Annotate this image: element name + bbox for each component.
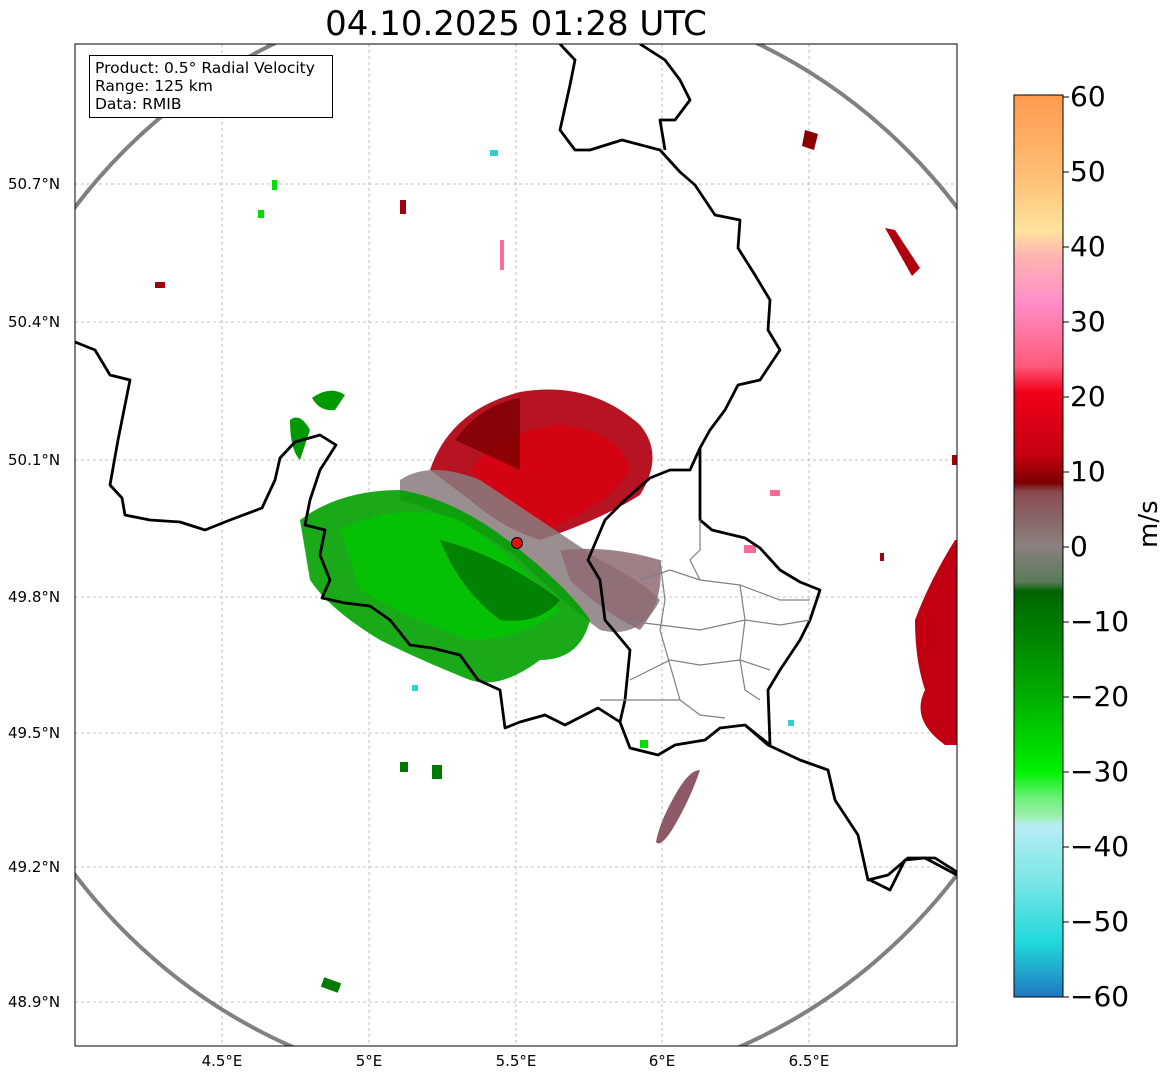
colorbar [1013, 94, 1064, 998]
info-range: Range: 125 km [95, 77, 213, 95]
radar-site-marker [511, 537, 523, 549]
colorbar-tick: −20 [1070, 680, 1130, 713]
colorbar-tick: 0 [1070, 530, 1088, 563]
lat-tick-label: 49.8°N [8, 588, 61, 606]
lon-tick-label: 5.5°E [495, 1052, 537, 1070]
colorbar-tick: −10 [1070, 605, 1130, 638]
colorbar-tick: −60 [1070, 980, 1130, 1013]
country-borders [75, 44, 957, 892]
colorbar-tick: 10 [1070, 455, 1106, 488]
district-borders [600, 520, 811, 719]
lat-tick-label: 50.7°N [8, 175, 61, 193]
lat-tick-label: 48.9°N [8, 993, 61, 1011]
lon-tick-label: 5°E [355, 1052, 383, 1070]
lat-tick-label: 49.2°N [8, 858, 61, 876]
colorbar-tick: 50 [1070, 155, 1106, 188]
info-box: Product: 0.5° Radial Velocity Range: 125… [89, 55, 333, 118]
colorbar-tick: 40 [1070, 230, 1106, 263]
map-title: 04.10.2025 01:28 UTC [325, 4, 707, 44]
lon-tick-label: 4.5°E [201, 1052, 243, 1070]
echo-east-band [915, 540, 957, 745]
lon-tick-label: 6.5°E [788, 1052, 830, 1070]
info-data: Data: RMIB [95, 95, 182, 113]
colorbar-tick: 30 [1070, 305, 1106, 338]
colorbar-tick: 20 [1070, 380, 1106, 413]
colorbar-tick: −40 [1070, 830, 1130, 863]
lon-tick-label: 6°E [648, 1052, 676, 1070]
velocity-echoes [155, 130, 957, 993]
colorbar-tick: 60 [1070, 80, 1106, 113]
colorbar-tick: −30 [1070, 755, 1130, 788]
lat-tick-label: 49.5°N [8, 724, 61, 742]
colorbar-tick: −50 [1070, 905, 1130, 938]
echo-south-streak [656, 770, 700, 844]
colorbar-label: m/s [1134, 500, 1164, 548]
lat-tick-label: 50.4°N [8, 313, 61, 331]
lat-tick-label: 50.1°N [8, 451, 61, 469]
info-product: Product: 0.5° Radial Velocity [95, 59, 315, 77]
